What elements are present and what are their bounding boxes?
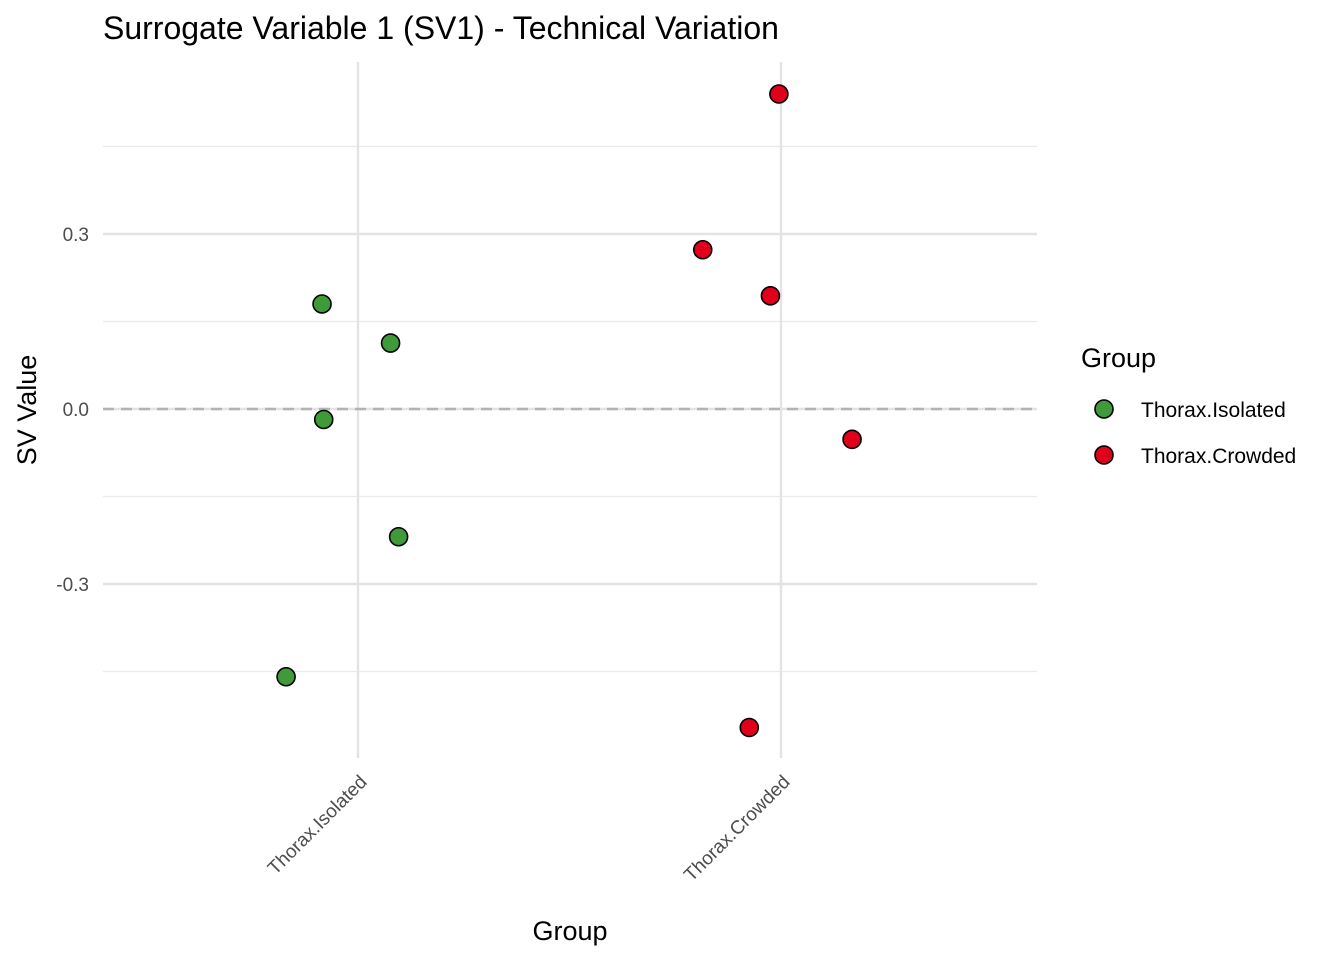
legend-title: Group bbox=[1081, 343, 1156, 373]
x-tick-label: Thorax.Crowded bbox=[680, 772, 794, 886]
y-tick-labels: -0.3 0.0 0.3 bbox=[56, 225, 89, 596]
points-layer bbox=[276, 84, 862, 738]
data-point bbox=[692, 239, 713, 260]
data-point bbox=[769, 84, 789, 104]
data-point bbox=[842, 429, 862, 450]
chart-title: Surrogate Variable 1 (SV1) - Technical V… bbox=[103, 10, 779, 46]
data-point bbox=[388, 526, 409, 547]
legend-key bbox=[1094, 445, 1114, 465]
data-point bbox=[760, 286, 781, 306]
grid-layer bbox=[103, 62, 1037, 758]
y-tick-label: 0.3 bbox=[63, 225, 89, 246]
data-point bbox=[739, 717, 760, 738]
legend-key bbox=[1094, 399, 1114, 419]
legend-label: Thorax.Isolated bbox=[1141, 399, 1286, 422]
y-tick-label: 0.0 bbox=[63, 400, 89, 421]
y-axis-title: SV Value bbox=[12, 355, 42, 466]
x-axis-title: Group bbox=[532, 916, 607, 946]
y-tick-label: -0.3 bbox=[56, 575, 89, 596]
legend: Group Thorax.Isolated Thorax.Crowded bbox=[1081, 343, 1296, 468]
data-point bbox=[313, 409, 334, 430]
legend-items: Thorax.Isolated Thorax.Crowded bbox=[1094, 399, 1296, 468]
data-point bbox=[276, 666, 296, 687]
data-point bbox=[312, 294, 332, 314]
x-tick-labels: Thorax.Isolated Thorax.Crowded bbox=[264, 772, 794, 886]
data-point bbox=[380, 333, 401, 353]
legend-label: Thorax.Crowded bbox=[1141, 445, 1296, 468]
x-tick-label: Thorax.Isolated bbox=[264, 772, 371, 879]
